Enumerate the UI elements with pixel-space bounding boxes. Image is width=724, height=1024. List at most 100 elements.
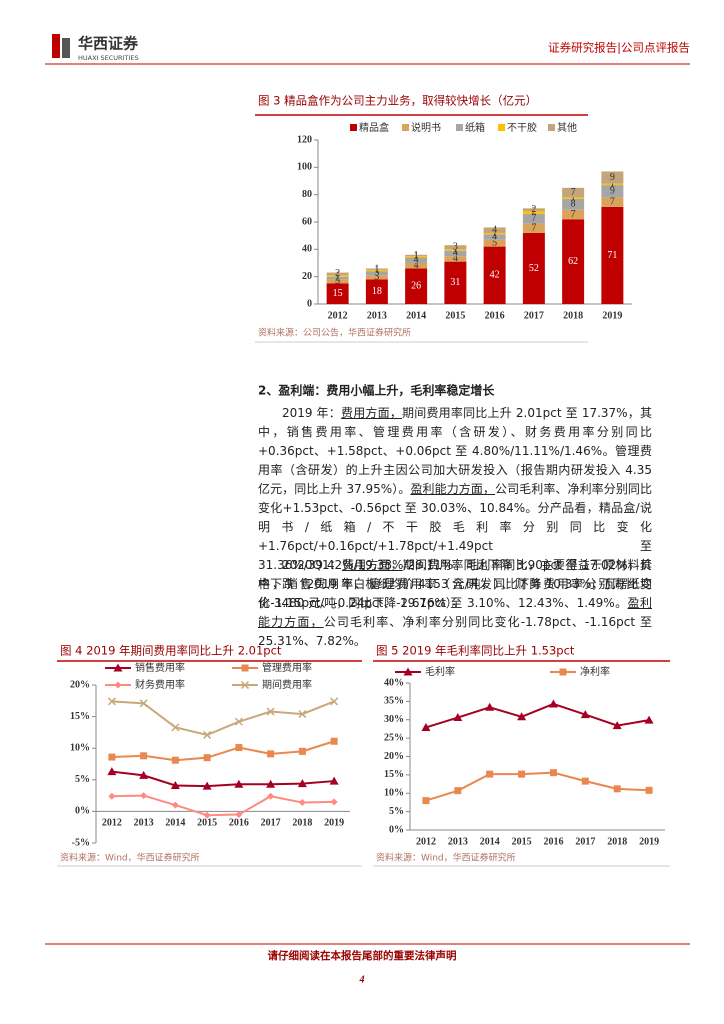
legend-label: 不干胶 xyxy=(507,121,537,134)
bar-segment xyxy=(522,211,545,214)
marker xyxy=(266,707,275,716)
y-tick-label: 30% xyxy=(384,714,404,725)
marker xyxy=(422,797,430,805)
marker xyxy=(139,770,149,779)
y-tick-label: 10% xyxy=(384,788,404,799)
text-run: 2020Q1： xyxy=(282,558,342,572)
data-label: 18 xyxy=(372,286,382,297)
marker xyxy=(267,792,275,800)
y-tick-label: 100 xyxy=(297,162,312,173)
legend-marker xyxy=(240,680,250,690)
data-label: 15 xyxy=(333,288,343,299)
marker xyxy=(330,737,338,745)
x-tick-label: 2017 xyxy=(261,818,281,829)
y-tick-label: 15% xyxy=(70,711,90,722)
bar-segment xyxy=(365,268,388,270)
legend-label: 净利率 xyxy=(580,665,610,678)
x-tick-label: 2013 xyxy=(448,836,468,847)
bar-segment xyxy=(562,219,585,304)
marker xyxy=(140,752,148,760)
bar-segment xyxy=(483,227,506,233)
marker xyxy=(330,798,338,806)
bar-segment xyxy=(405,263,428,269)
bar-segment xyxy=(483,239,506,247)
marker xyxy=(580,710,590,719)
marker xyxy=(170,780,180,789)
marker xyxy=(108,792,116,800)
legend-label: 其他 xyxy=(557,121,577,134)
marker xyxy=(203,730,212,739)
legend-swatch xyxy=(548,124,555,131)
marker xyxy=(485,702,495,711)
marker xyxy=(171,801,179,809)
bar-segment xyxy=(601,185,624,198)
bar-segment xyxy=(522,223,545,233)
x-tick-label: 2016 xyxy=(485,310,505,321)
text-run: 期间费用率同比下降 3.90pct 至 17.02%，其中，销售费用率、管理费用… xyxy=(258,558,653,610)
data-label: 8 xyxy=(571,199,576,210)
legend-swatch xyxy=(456,124,463,131)
bar-segment xyxy=(483,234,506,240)
data-label: 3 xyxy=(374,268,379,279)
bar-segment xyxy=(326,272,349,276)
logo-cn: 华西证券 xyxy=(78,35,139,53)
legend-label: 毛利率 xyxy=(425,665,455,678)
marker xyxy=(234,779,244,788)
bar-segment xyxy=(562,187,585,198)
data-label: 4 xyxy=(414,260,419,271)
legend-label: 销售费用率 xyxy=(135,661,185,674)
source: 资料来源：Wind，华西证券研究所 xyxy=(376,852,516,864)
bar-segment xyxy=(483,246,506,304)
text-run: 期间费用率同比上升 2.01pct 至 17.37%，其中，销售费用率、管理费用… xyxy=(258,406,652,496)
marker xyxy=(107,697,116,706)
legend-label: 期间费用率 xyxy=(262,678,312,691)
data-label: 1 xyxy=(414,251,419,262)
marker xyxy=(549,769,557,777)
footer-notice: 请仔细阅读在本报告尾部的重要法律声明 xyxy=(268,949,457,962)
series-line xyxy=(111,794,335,817)
text-run: 公司毛利率、净利率分别同比变化-1.78pct、-1.16pct 至 25.31… xyxy=(258,615,652,648)
x-tick-label: 2013 xyxy=(367,310,387,321)
marker xyxy=(644,715,654,724)
figure-title: 图 4 2019 年期间费用率同比上升 2.01pct xyxy=(60,644,282,658)
legend-label: 纸箱 xyxy=(465,121,485,134)
logo-mark xyxy=(52,34,60,58)
data-label: 3 xyxy=(374,272,379,283)
x-tick-label: 2019 xyxy=(639,836,659,847)
paragraph: 2019 年：费用方面，期间费用率同比上升 2.01pct 至 17.37%，其… xyxy=(258,404,652,613)
data-label: 2 xyxy=(531,204,536,215)
bar-segment xyxy=(444,261,467,304)
page-number: 4 xyxy=(359,974,365,985)
marker xyxy=(140,792,148,800)
data-label: 7 xyxy=(610,196,615,207)
y-tick-label: 25% xyxy=(384,732,404,743)
bar-segment xyxy=(326,279,349,284)
bar-segment xyxy=(601,171,624,184)
data-label: 31 xyxy=(450,277,460,288)
bar-segment xyxy=(601,183,624,186)
marker xyxy=(108,753,116,761)
data-label: 3 xyxy=(453,242,458,253)
y-tick-label: 40% xyxy=(384,677,404,688)
marker xyxy=(139,699,148,708)
bar-segment xyxy=(365,271,388,276)
data-label: 4 xyxy=(453,248,458,259)
y-tick-label: 0 xyxy=(307,298,312,309)
bar-segment xyxy=(405,254,428,257)
y-tick-label: 0% xyxy=(75,806,90,817)
legend-marker xyxy=(241,664,249,672)
data-label: 4 xyxy=(414,255,419,266)
bar-segment xyxy=(444,256,467,262)
y-tick-label: 20% xyxy=(384,751,404,762)
legend-marker xyxy=(559,668,567,676)
logo-en: HUAXI SECURITIES xyxy=(78,54,139,62)
x-tick-label: 2018 xyxy=(607,836,627,847)
text-run: 盈利能力方面， xyxy=(410,482,496,496)
data-label: 62 xyxy=(568,256,578,267)
bar-segment xyxy=(326,283,349,304)
source: 资料来源：公司公告，华西证券研究所 xyxy=(258,327,411,339)
legend-marker xyxy=(403,667,413,676)
data-label: 7 xyxy=(531,222,536,233)
